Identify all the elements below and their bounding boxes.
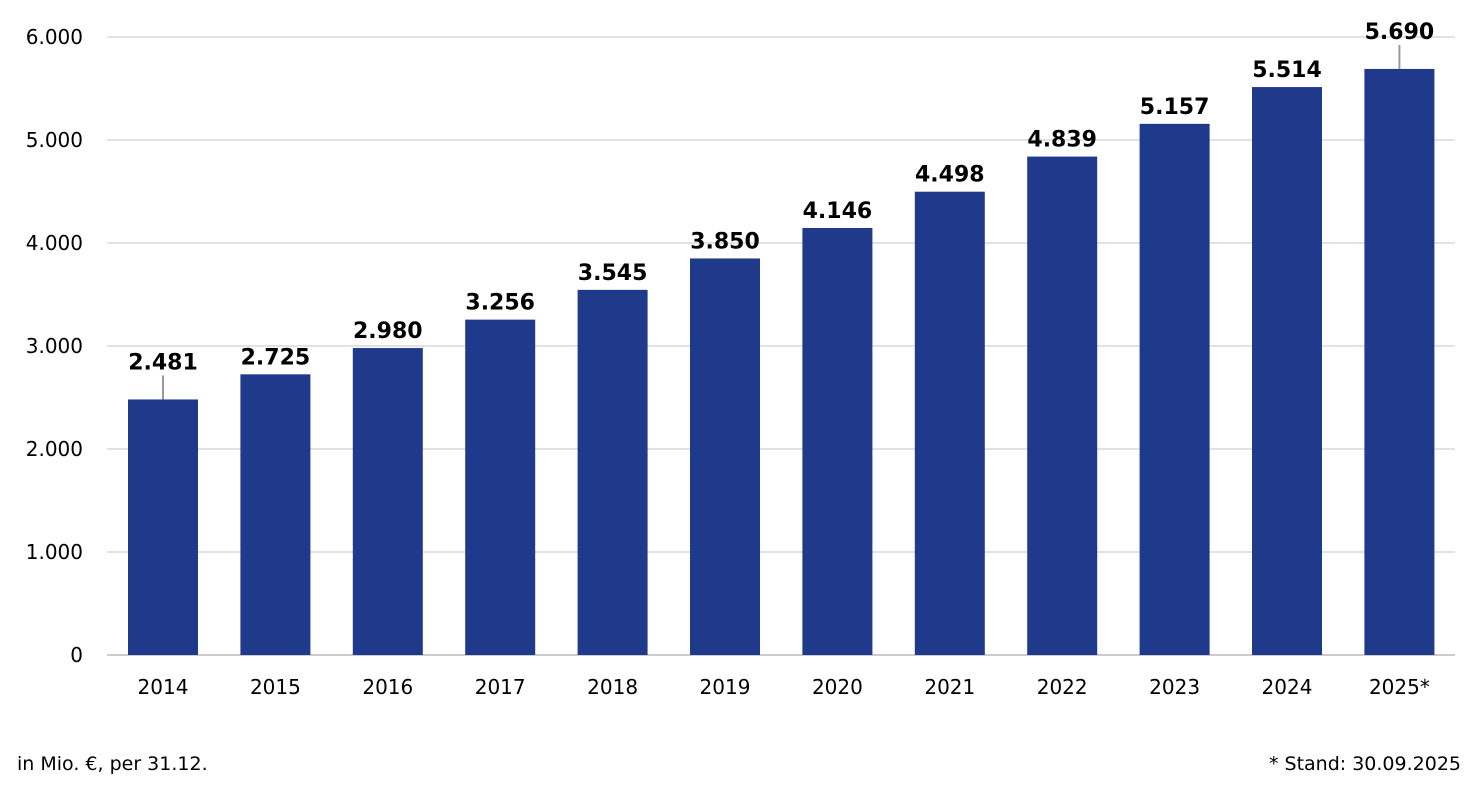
x-tick-label: 2016: [362, 675, 413, 699]
data-label: 5.157: [1140, 95, 1210, 120]
bar: [802, 227, 873, 655]
x-tick-label: 2017: [475, 675, 526, 699]
x-tick-label: 2015: [250, 675, 301, 699]
x-tick-label: 2018: [587, 675, 638, 699]
data-label: 3.256: [465, 291, 535, 316]
x-tick-label: 2022: [1037, 675, 1088, 699]
bar: [465, 319, 536, 655]
data-label: 5.690: [1365, 20, 1435, 45]
x-tick-label: 2021: [924, 675, 975, 699]
y-tick-label: 4.000: [26, 231, 83, 255]
bar: [128, 399, 198, 655]
x-tick-label: 2014: [138, 675, 189, 699]
bar: [1252, 87, 1322, 656]
x-tick-label: 2019: [700, 675, 751, 699]
bar: [352, 348, 423, 655]
y-tick-label: 1.000: [26, 540, 83, 564]
bar: [690, 258, 760, 655]
y-tick-label: 2.000: [26, 437, 83, 461]
bar: [577, 289, 648, 655]
y-tick-label: 6.000: [26, 25, 83, 49]
bar: [1364, 68, 1435, 656]
data-label: 3.850: [690, 229, 760, 254]
data-label: 2.725: [241, 345, 311, 370]
data-label: 5.514: [1252, 58, 1322, 83]
bar: [914, 191, 985, 655]
bar: [1027, 156, 1098, 655]
y-tick-label: 5.000: [26, 128, 83, 152]
data-label: 4.839: [1027, 128, 1097, 153]
bar: [1139, 123, 1210, 656]
x-tick-label: 2023: [1149, 675, 1200, 699]
data-label: 2.980: [353, 319, 423, 344]
data-label: 3.545: [578, 261, 648, 286]
bar: [240, 374, 311, 655]
data-label: 2.481: [128, 350, 198, 375]
y-tick-label: 3.000: [26, 334, 83, 358]
data-label: 4.498: [915, 163, 985, 188]
x-tick-label: 2024: [1262, 675, 1313, 699]
x-tick-label: 2025*: [1369, 675, 1430, 699]
data-label: 4.146: [803, 199, 873, 224]
x-tick-label: 2020: [812, 675, 863, 699]
status-footnote: * Stand: 30.09.2025: [1268, 753, 1461, 775]
unit-footnote: in Mio. €, per 31.12.: [17, 753, 208, 775]
y-tick-label: 0: [70, 643, 83, 667]
